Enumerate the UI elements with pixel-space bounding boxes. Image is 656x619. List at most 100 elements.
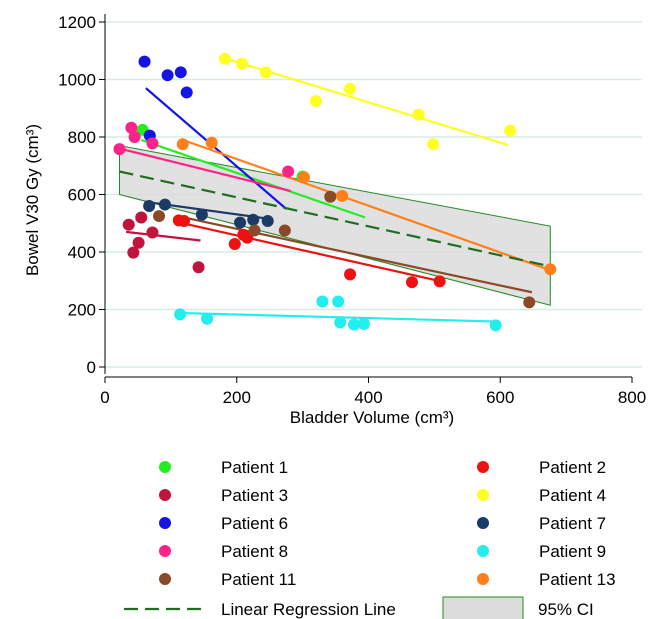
point-patient-9 <box>174 308 187 321</box>
point-patient-3 <box>135 211 148 224</box>
legend-label-patient-1: Patient 1 <box>221 458 288 477</box>
legend-label-patient-11: Patient 11 <box>221 570 296 589</box>
legend-marker-patient-8 <box>159 545 171 557</box>
point-patient-8 <box>128 131 141 143</box>
y-tick-label: 200 <box>68 301 96 320</box>
point-patient-7 <box>158 198 171 211</box>
point-patient-2 <box>405 276 418 289</box>
legend-marker-patient-13 <box>477 573 489 585</box>
y-tick-label: 1000 <box>58 71 96 90</box>
point-patient-8 <box>146 137 159 150</box>
regression-line <box>119 170 551 268</box>
point-patient-8 <box>125 121 138 134</box>
x-tick-label: 600 <box>486 388 514 407</box>
confidence-band-area <box>118 145 551 306</box>
fit-line-patient-6 <box>145 87 287 210</box>
y-tick-label: 400 <box>68 243 96 262</box>
point-patient-7 <box>143 200 156 212</box>
legend-label-patient-2: Patient 2 <box>539 458 606 477</box>
point-patient-9 <box>334 316 347 329</box>
point-patient-4 <box>412 108 425 121</box>
point-patient-11 <box>278 224 291 237</box>
legend-marker-patient-4 <box>477 489 489 501</box>
point-patient-3 <box>192 261 205 274</box>
point-patient-13 <box>176 138 189 151</box>
point-patient-4 <box>427 138 440 151</box>
y-tick-label: 1200 <box>58 13 96 32</box>
point-patient-4 <box>218 52 231 65</box>
legend-label-patient-4: Patient 4 <box>539 486 606 505</box>
legend-label-patient-6: Patient 6 <box>221 514 288 533</box>
point-patient-3 <box>132 236 145 249</box>
legend-marker-patient-1 <box>159 461 171 473</box>
point-patient-4 <box>259 66 272 79</box>
x-tick-label: 400 <box>354 388 382 407</box>
axes: 0 200 400 600 800 1000 1200 0 200 400 600 800 <box>58 13 646 407</box>
point-patient-7 <box>234 216 247 229</box>
point-patient-4 <box>309 95 322 108</box>
point-patient-4 <box>236 57 249 70</box>
legend-marker-patient-9 <box>477 545 489 557</box>
point-patient-2 <box>178 214 191 227</box>
legend-label-regression-line: Linear Regression Line <box>221 600 396 619</box>
point-patient-3 <box>122 218 135 231</box>
point-patient-2 <box>433 275 446 288</box>
point-patient-6 <box>180 86 193 99</box>
legend-label-patient-13: Patient 13 <box>539 570 616 589</box>
fit-line-patient-11 <box>177 214 533 294</box>
point-patient-9 <box>348 318 361 331</box>
x-tick-label: 0 <box>100 388 109 407</box>
point-patient-2 <box>228 237 241 250</box>
point-patient-3 <box>146 226 159 239</box>
point-patient-13 <box>297 171 310 184</box>
point-patient-9 <box>357 317 370 330</box>
y-tick-label: 600 <box>68 186 96 205</box>
legend-marker-patient-6 <box>159 517 171 529</box>
confidence-band-layer <box>118 145 551 306</box>
point-patient-13 <box>336 189 349 202</box>
point-patient-11 <box>324 190 337 203</box>
point-patient-3 <box>127 246 140 259</box>
point-patient-9 <box>489 319 502 332</box>
fit-line-patient-13 <box>182 138 549 271</box>
legend-label-patient-8: Patient 8 <box>221 542 288 561</box>
fit-line-patient-8 <box>119 147 292 193</box>
y-axis-title: Bowel V30 Gy (cm³) <box>23 124 42 276</box>
point-patient-9 <box>201 312 214 325</box>
point-patient-7 <box>247 213 260 226</box>
point-patient-11 <box>248 224 261 237</box>
legend-marker-patient-7 <box>477 517 489 529</box>
point-patient-4 <box>344 82 357 95</box>
point-patient-9 <box>332 295 345 308</box>
legend-label-patient-3: Patient 3 <box>221 486 288 505</box>
data-points <box>113 52 557 332</box>
point-patient-8 <box>282 165 295 178</box>
point-patient-7 <box>261 214 274 227</box>
point-patient-13 <box>205 136 218 149</box>
legend-label-confidence-band: 95% CI <box>538 600 594 619</box>
y-tick-label: 0 <box>87 358 96 377</box>
y-tick-label: 800 <box>68 128 96 147</box>
point-patient-9 <box>316 295 329 308</box>
point-patient-6 <box>138 55 151 68</box>
point-patient-4 <box>504 124 517 137</box>
fit-line-patient-2 <box>175 220 442 283</box>
point-patient-8 <box>113 143 126 156</box>
fit-line-patient-3 <box>125 230 201 242</box>
legend: Patient 1 Patient 2 Patient 3 Patient 4 Pati… <box>124 458 616 619</box>
x-axis-title: Bladder Volume (cm³) <box>290 408 454 427</box>
legend-box <box>12 440 650 619</box>
point-patient-7 <box>195 208 208 221</box>
legend-marker-patient-3 <box>159 489 171 501</box>
legend-marker-patient-2 <box>477 461 489 473</box>
point-patient-6 <box>161 69 174 82</box>
x-tick-label: 800 <box>618 388 646 407</box>
fit-line-patient-1 <box>140 138 366 219</box>
point-patient-2 <box>344 268 357 281</box>
legend-label-patient-7: Patient 7 <box>539 514 606 533</box>
legend-marker-patient-11 <box>159 573 171 585</box>
point-patient-6 <box>174 66 187 79</box>
point-patient-13 <box>544 263 557 276</box>
point-patient-11 <box>523 296 536 309</box>
